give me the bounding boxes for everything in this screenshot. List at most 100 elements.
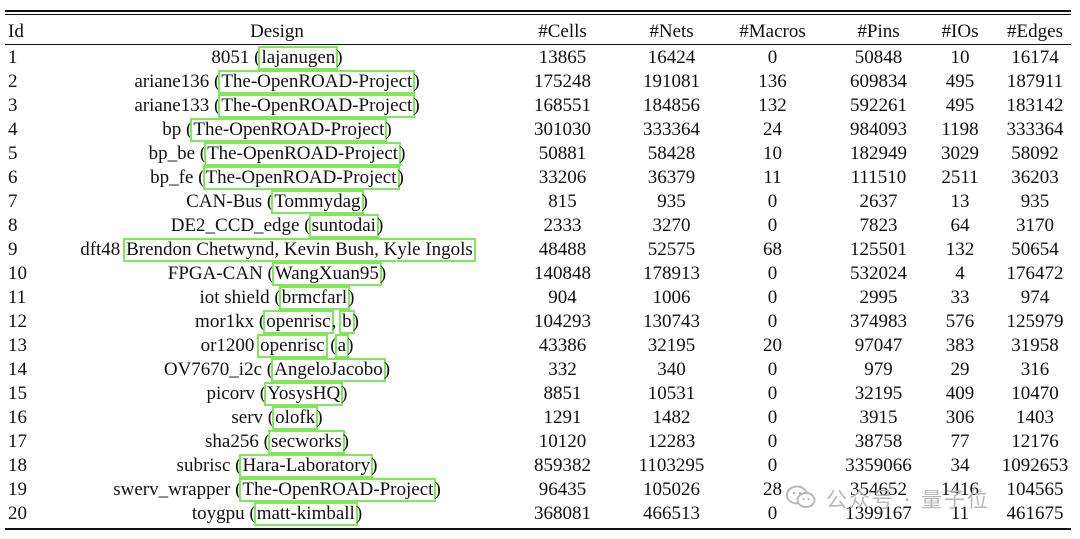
table-row: 9 dft48 Brendon Chetwynd, Kevin Bush, Kyl… [0,238,1080,262]
row-design: FPGA-CAN (WangXuan95) [54,262,500,286]
row-cells: 332 [548,359,577,380]
design-tail: ) [341,383,348,404]
row-macros: 0 [767,287,778,308]
row-edges: 176472 [1006,263,1064,284]
row-ios: 10 [950,47,970,68]
row-id: 8 [8,215,18,236]
design-name: or1200 [200,335,260,356]
row-design: toygpu (matt-kimball) [54,502,500,526]
row-nets: 184856 [643,95,700,116]
source-link[interactable]: The-OpenROAD-Project [204,142,402,166]
header-cells: #Cells [538,21,587,42]
row-macros: 0 [767,383,778,404]
source-link[interactable]: openrisc [257,334,328,358]
row-ios: 33 [950,287,970,308]
table-row: 17 sha256 (secworks) 10120 12283 0 38758 77 121… [0,430,1080,454]
source-link[interactable]: The-OpenROAD-Project [218,94,416,118]
source-link[interactable]: matt-kimball [253,502,358,526]
row-pins: 354652 [850,479,907,500]
row-nets: 58428 [647,143,696,164]
row-design: mor1kx (openrisc, b) [54,310,500,334]
source-link[interactable]: YosysHQ [264,382,344,406]
row-cells: 33206 [538,167,587,188]
row-id: 17 [8,431,27,452]
row-id: 9 [8,239,18,260]
row-design: dft48 Brendon Chetwynd, Kevin Bush, Kyle… [54,238,500,262]
table-row: 10 FPGA-CAN (WangXuan95) 140848 178913 0 5320… [0,262,1080,286]
design-tail: ) [385,119,392,140]
row-id: 6 [8,167,18,188]
table-row: 12 mor1kx (openrisc, b) 104293 130743 0 37498… [0,310,1080,334]
row-ios: 2511 [941,167,979,188]
header-edges: #Edges [1007,21,1063,42]
row-cells: 1291 [543,407,582,428]
table-bottom-rule [5,528,1071,530]
row-ios: 576 [945,311,975,332]
row-nets: 32195 [647,335,696,356]
row-cells: 140848 [534,263,591,284]
design-tail: ) [376,215,384,236]
row-ios: 3029 [941,143,979,164]
source-link[interactable]: olofk [272,406,319,430]
table-row: 11 iot shield (brmcfarl) 904 1006 0 2995 33 974 [0,286,1080,310]
row-cells: 48488 [538,239,587,260]
design-name: CAN-Bus ( [186,191,274,212]
source-link[interactable]: Brendon Chetwynd, Kevin Bush, Kyle Ingol… [123,238,476,262]
design-name: bp_fe ( [150,167,205,188]
row-pins: 2637 [859,191,898,212]
source-link[interactable]: Hara-Laboratory [239,454,374,478]
row-edges: 3170 [1016,215,1054,236]
source-link[interactable]: brmcfarl [278,286,351,310]
row-pins: 2995 [859,287,898,308]
row-nets: 105026 [643,479,700,500]
row-ios: 495 [945,95,975,116]
design-tail: ) [383,359,391,380]
row-cells: 175248 [534,71,591,92]
row-ios: 29 [950,359,970,380]
design-tail: ) [379,263,387,284]
source-link[interactable]: openrisc [263,310,334,334]
design-tail: ) [361,191,368,212]
table-row: 3 ariane133 (The-OpenROAD-Project) 168551 1… [0,94,1080,118]
row-nets: 935 [657,191,686,212]
source-link[interactable]: The-OpenROAD-Project [239,478,437,502]
source-link[interactable]: lajanugen [258,46,339,70]
source-link[interactable]: suntodai [308,214,379,238]
row-cells: 368081 [534,503,591,524]
row-ios: 13 [950,191,970,212]
design-tail: ) [316,407,323,428]
row-macros: 0 [767,503,778,524]
row-edges: 16174 [1011,47,1059,68]
row-design: serv (olofk) [54,406,500,430]
row-pins: 111510 [850,167,907,188]
row-pins: 182949 [850,143,907,164]
design-tail: ) [352,311,359,332]
source-link[interactable]: The-OpenROAD-Project [190,118,388,142]
row-macros: 0 [767,311,778,332]
row-nets: 1482 [652,407,691,428]
table-row: 20 toygpu (matt-kimball) 368081 466513 0 1399… [0,502,1080,526]
source-link[interactable]: AngeloJacobo [271,358,386,382]
row-nets: 130743 [643,311,700,332]
row-edges: 333364 [1006,119,1064,140]
source-link[interactable]: WangXuan95 [271,262,382,286]
row-nets: 10531 [647,383,696,404]
design-name: FPGA-CAN ( [167,263,274,284]
source-link[interactable]: b [339,310,355,334]
row-id: 16 [8,407,27,428]
row-id: 7 [8,191,18,212]
row-design: DE2_CCD_edge (suntodai) [54,214,500,238]
table-row: 16 serv (olofk) 1291 1482 0 3915 306 1403 [0,406,1080,430]
design-tail: ) [348,287,355,308]
source-link[interactable]: a [334,334,350,358]
table-top-rule-thin [5,14,1071,15]
design-tail: ) [355,503,363,524]
source-link[interactable]: The-OpenROAD-Project [218,70,416,94]
row-edges: 50654 [1011,239,1059,260]
source-link[interactable]: Tommydag [271,190,364,214]
row-ios: 34 [950,455,970,476]
source-link[interactable]: secworks [267,430,345,454]
source-link[interactable]: The-OpenROAD-Project [202,166,400,190]
row-nets: 340 [657,359,686,380]
table-row: 18 subrisc (Hara-Laboratory) 859382 1103295… [0,454,1080,478]
